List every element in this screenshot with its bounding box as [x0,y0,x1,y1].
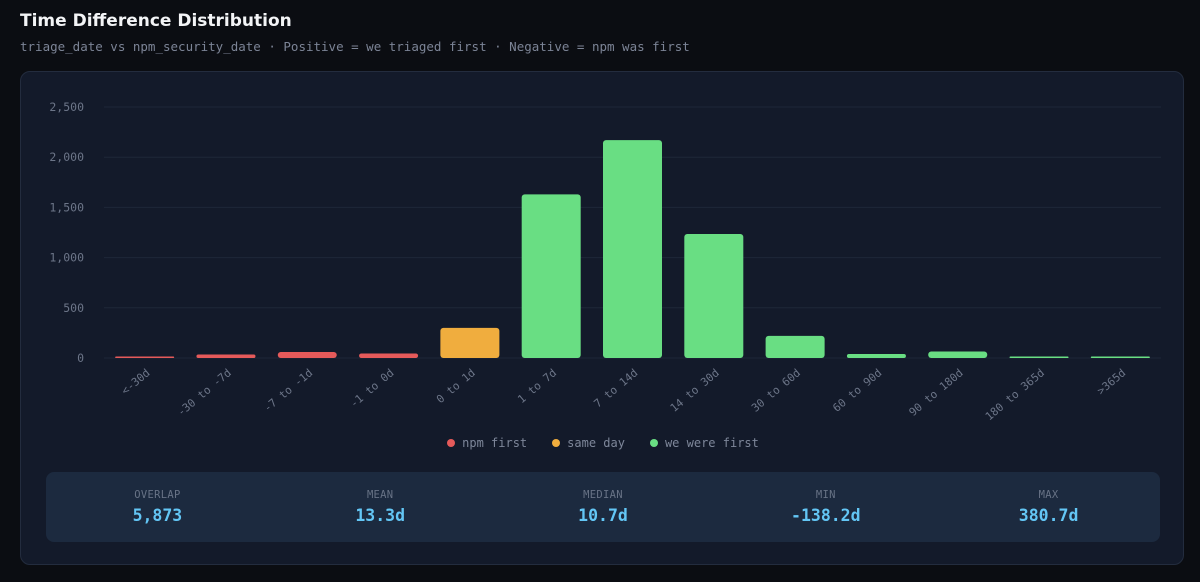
stat-label-max: MAX [1038,489,1059,501]
x-tick-label: 60 to 90d [830,366,884,414]
bar [684,234,744,358]
legend-label-same-day: same day [567,436,625,450]
stat-max: MAX 380.7d [937,489,1160,525]
x-tick-label: 180 to 365d [983,366,1047,423]
bar [1090,356,1150,358]
bar [603,140,662,358]
stat-label-overlap: OVERLAP [134,489,181,501]
x-tick-label: -30 to -7d [175,366,234,419]
y-tick-label: 0 [77,351,84,365]
stat-median: MEDIAN 10.7d [492,489,715,525]
bar [359,353,419,358]
x-tick-label: 7 to 14d [591,366,640,410]
bar [765,335,825,358]
stat-value-max: 380.7d [1018,506,1079,525]
x-tick-label: -7 to -1d [261,366,315,414]
bar [521,194,581,358]
stat-value-min: -138.2d [791,506,861,525]
legend-label-npm-first: npm first [462,436,528,450]
legend-dot-npm-first [447,439,456,447]
x-tick-label: >365d [1095,366,1129,397]
legend-item-we-were-first[interactable]: we were first [649,436,759,450]
x-tick-label: 14 to 30d [668,366,722,414]
page-subtitle: triage_date vs npm_security_date · Posit… [20,39,690,54]
page-title: Time Difference Distribution [20,11,292,31]
chart-card: 0 500 1,000 1,500 2,000 2,500 <-30d -30 to -7d -… [20,71,1184,565]
y-tick-label: 2,500 [49,100,84,114]
x-tick-label: <-30d [119,366,153,397]
stats-panel: OVERLAP 5,873 MEAN 13.3d MEDIAN 10.7d MI… [46,472,1160,542]
x-tick-label: 1 to 7d [515,366,559,406]
bar [196,354,256,358]
x-tick-label: 0 to 1d [434,366,478,406]
legend-label-we-were-first: we were first [664,436,759,450]
y-tick-label: 1,000 [49,251,84,265]
x-tick-label: 30 to 60d [749,366,803,414]
bar [277,351,337,358]
chart-legend: npm first same day we were first [21,436,1185,450]
stat-label-min: MIN [815,489,836,501]
legend-dot-same-day [552,439,561,447]
y-tick-label: 2,000 [49,150,84,164]
stat-min: MIN -138.2d [714,489,937,525]
bar [928,351,988,358]
x-tick-label: 90 to 180d [907,366,966,419]
stat-label-median: MEDIAN [583,489,623,501]
x-tick-label: -1 to 0d [348,366,397,410]
stat-overlap: OVERLAP 5,873 [46,489,269,525]
bar [846,353,906,358]
y-tick-label: 500 [63,301,84,315]
legend-dot-we-were-first [649,439,658,447]
bar [115,356,175,358]
stat-value-mean: 13.3d [355,506,406,525]
stat-mean: MEAN 13.3d [269,489,492,525]
stat-label-mean: MEAN [366,489,394,501]
stat-value-overlap: 5,873 [132,506,183,525]
legend-item-npm-first[interactable]: npm first [447,436,527,450]
bar [440,327,500,358]
bar [1009,356,1069,358]
stat-value-median: 10.7d [578,506,628,525]
y-tick-label: 1,500 [49,200,84,214]
legend-item-same-day[interactable]: same day [552,436,625,450]
